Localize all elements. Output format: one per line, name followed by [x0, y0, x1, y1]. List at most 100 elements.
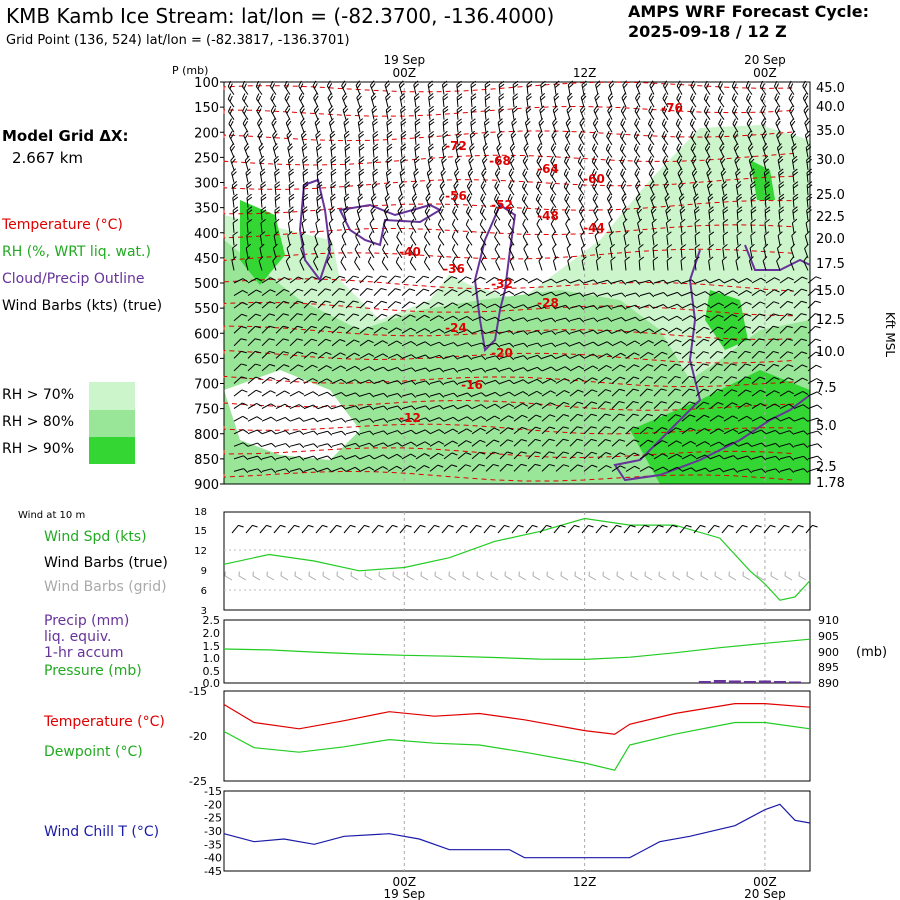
wind-barb-flag: [746, 429, 753, 434]
wind-barb-flag: [232, 193, 238, 199]
isotherm-line: [223, 423, 795, 435]
wind-barb: [597, 341, 613, 347]
wind-barb-flag: [773, 350, 779, 354]
wind-barb-flag: [358, 171, 365, 176]
wind-barb-shaft: [709, 454, 720, 460]
wind-barb-flag: [400, 143, 406, 148]
wind10-barb-flag: [322, 524, 328, 528]
wind-barb: [555, 464, 570, 472]
wind10-true-barb: [511, 524, 524, 534]
wind10-grid-barb-flag: [238, 571, 240, 577]
wind-barb: [498, 105, 505, 120]
wind10-grid-barb-shaft: [462, 575, 471, 581]
wind-barb-flag: [428, 133, 435, 139]
wind-barb-flag: [369, 218, 374, 224]
wind-barb: [471, 404, 487, 410]
wind-barb-shaft: [679, 210, 683, 221]
wind-barb-flag: [426, 196, 431, 202]
wind-barb-flag: [749, 243, 755, 249]
wind-barb: [592, 118, 599, 133]
wind-barb: [273, 231, 279, 246]
wind-barb: [331, 405, 347, 410]
wind-barb: [247, 338, 261, 347]
wind-barb: [470, 93, 477, 108]
wind-barb-flag: [386, 183, 391, 189]
wind-barb-shaft: [569, 414, 578, 422]
wind-barb-shaft: [569, 292, 580, 297]
wind-barb-shaft: [359, 392, 370, 397]
wind-barb: [521, 206, 529, 221]
wind-barb: [778, 206, 785, 221]
wind-barb: [493, 193, 501, 208]
wind-barb-flag: [371, 83, 376, 89]
wind-barb-shaft: [778, 197, 781, 208]
wind-barb-shaft: [370, 97, 375, 108]
wind-barb-flag: [414, 93, 420, 98]
wind-barb-shaft: [468, 160, 473, 171]
windchill-tick-label: -30: [204, 825, 222, 838]
wind-barb-shaft: [371, 109, 375, 120]
wind-barb-shaft: [653, 351, 663, 359]
isotherm-line: [223, 81, 795, 93]
wind-barb-shaft: [317, 455, 328, 460]
wind-barb: [565, 218, 571, 234]
wind-barb-flag: [775, 443, 781, 448]
wind-barb: [451, 244, 459, 259]
wind-barb: [387, 430, 403, 435]
wind-barb: [778, 181, 785, 196]
wind-barb-flag: [288, 209, 295, 214]
wind-barb-flag: [316, 168, 323, 173]
wind-barb-flag: [400, 146, 407, 151]
wind-barb-shaft: [359, 466, 370, 472]
wind-barb-shaft: [317, 288, 326, 296]
wind-barb-shaft: [493, 199, 501, 208]
grid-point-subtitle: Grid Point (136, 524) lat/lon = (-82.381…: [6, 33, 350, 48]
wind-barb-shaft: [764, 197, 767, 208]
wind-barb: [457, 440, 472, 447]
wind-barb: [639, 292, 655, 298]
wind-barb: [667, 279, 683, 285]
wind-barb: [345, 430, 361, 436]
wind-barb-flag: [536, 402, 542, 406]
wind-barb-shaft: [680, 235, 683, 246]
wind-barb: [443, 452, 458, 460]
wind-barb: [541, 366, 557, 372]
wind-barb-flag: [358, 121, 364, 126]
wind-barb-flag: [242, 105, 246, 112]
wind-barb: [441, 80, 448, 95]
wind-barb-shaft: [387, 327, 397, 334]
wind-barb-flag: [777, 146, 783, 151]
wind-barb-shaft: [247, 403, 257, 410]
wind-barb: [680, 256, 686, 271]
wind-barb-shaft: [401, 429, 412, 435]
wind-barb: [536, 206, 543, 221]
wind-barb: [611, 352, 626, 359]
wind-barb-flag: [507, 451, 513, 454]
wind-barb-flag: [314, 83, 318, 89]
wind-barb: [639, 466, 655, 472]
wind10-grid-barb-flag: [728, 571, 730, 577]
wind-barb-shaft: [611, 388, 620, 397]
wind-barb-shaft: [343, 134, 347, 145]
pressure-line: [223, 638, 811, 661]
wind-barb-shaft: [232, 235, 235, 246]
wind-barb-shaft: [527, 330, 538, 334]
wind-barb-shaft: [341, 85, 347, 95]
wind-barb-flag: [465, 231, 470, 238]
wind-barb: [723, 455, 739, 460]
wind-barb-flag: [298, 377, 304, 382]
wind-barb-shaft: [499, 342, 510, 347]
wind-barb-shaft: [653, 327, 663, 334]
wind-barb: [499, 367, 515, 373]
wind10-true-barb: [679, 524, 692, 534]
wind-barb-shaft: [759, 86, 767, 95]
wind-barb-shaft: [595, 248, 599, 259]
wind-barb-shaft: [704, 136, 711, 146]
wind10-grid-barb-flag: [658, 571, 660, 577]
wind-barb: [791, 231, 797, 246]
wind-barb: [722, 219, 729, 233]
wind-barb-shaft: [695, 454, 706, 460]
wind-barb-shaft: [359, 442, 370, 447]
wind-barb-flag: [662, 339, 668, 344]
wind-barb-shaft: [423, 261, 431, 271]
